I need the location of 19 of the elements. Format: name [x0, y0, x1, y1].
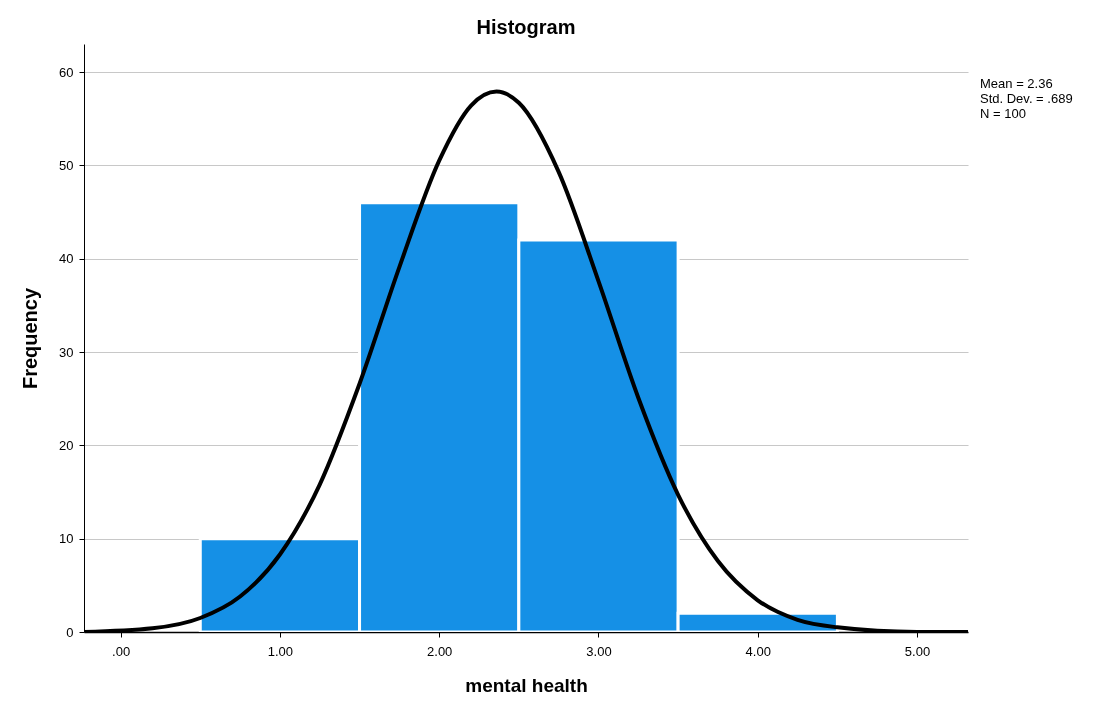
x-tick-label: 5.00: [904, 643, 931, 659]
y-tick-label: 20: [59, 437, 74, 453]
x-tick-label: 1.00: [267, 643, 294, 659]
y-tick-label: 10: [59, 531, 74, 547]
x-tick-label: .00: [112, 643, 131, 659]
y-tick-label: 30: [59, 344, 74, 360]
y-tick-label: 60: [59, 64, 74, 80]
y-tick-label: 50: [59, 157, 74, 173]
x-tick-label: 2.00: [427, 643, 453, 659]
y-axis-title: Frequency: [19, 287, 42, 390]
x-tick-label: 3.00: [586, 643, 612, 659]
x-tick-label: 4.00: [745, 643, 771, 659]
x-axis-title: mental health: [465, 674, 588, 696]
y-tick-label: 0: [66, 624, 74, 640]
text: N = 100: [980, 106, 1027, 121]
chart-title: Histogram: [476, 16, 576, 38]
text: Mean = 2.36: [980, 76, 1054, 91]
y-tick-label: 40: [59, 251, 74, 267]
text: Std. Dev. = .689: [980, 91, 1073, 106]
